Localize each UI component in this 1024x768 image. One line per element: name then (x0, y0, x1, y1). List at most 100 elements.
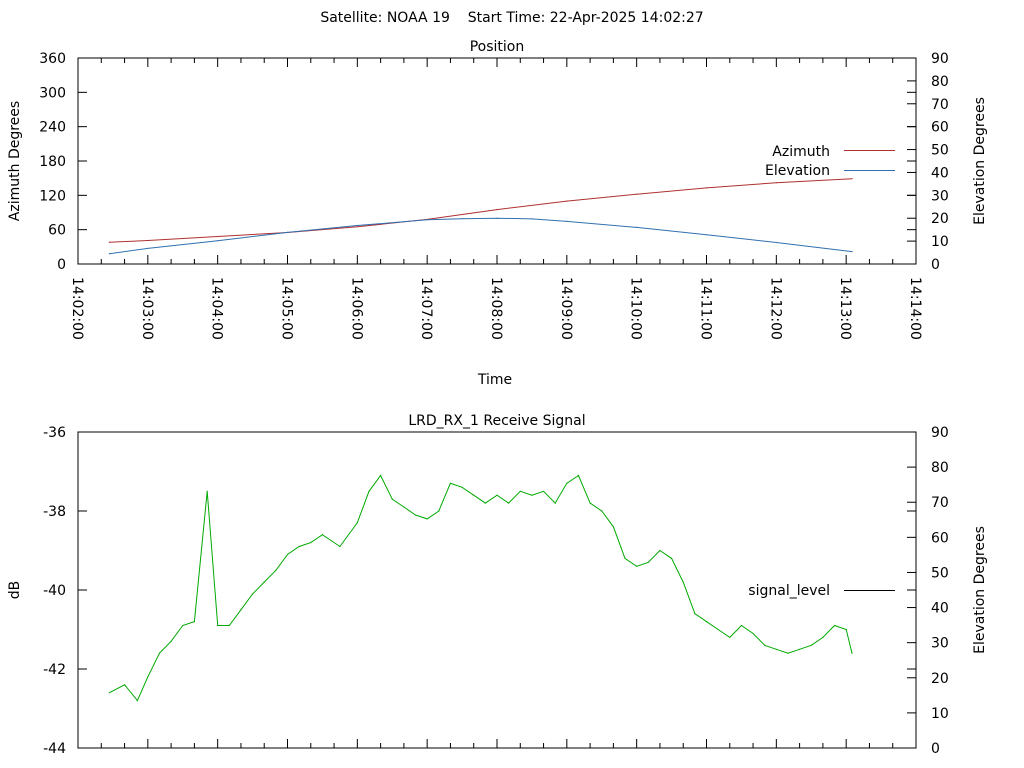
right-tick-label: 0 (931, 741, 940, 757)
right-tick-label: 50 (931, 565, 949, 581)
data-point (775, 648, 777, 650)
data-point (496, 217, 498, 219)
data-point (729, 636, 731, 639)
right-tick-label: 80 (931, 460, 949, 476)
data-point (391, 498, 393, 500)
right-tick-label: 10 (931, 706, 949, 722)
data-point (519, 490, 521, 492)
right-tick-label: 60 (931, 530, 949, 546)
data-point (752, 632, 754, 635)
data-point (764, 644, 766, 646)
data-point (275, 569, 277, 571)
data-point (228, 624, 230, 627)
data-point (566, 200, 568, 202)
x-tick-label: 14:05:00 (279, 277, 295, 340)
data-point (147, 239, 149, 242)
figure-title: Satellite: NOAA 19 Start Time: 22-Apr-20… (320, 10, 703, 26)
data-point (426, 219, 428, 221)
right-tick-label: 90 (931, 425, 949, 441)
x-tick-label: 14:11:00 (698, 277, 714, 340)
elevation-axis-label-top: Elevation Degrees (972, 97, 988, 225)
left-tick-label: 360 (39, 51, 66, 67)
left-tick-label: -38 (43, 504, 66, 520)
data-point (403, 506, 405, 508)
azimuth-axis-label: Azimuth Degrees (7, 101, 23, 221)
data-point (206, 490, 208, 492)
right-tick-label: 70 (931, 495, 949, 511)
data-point (833, 624, 836, 627)
data-point (717, 628, 719, 631)
data-point (636, 226, 638, 228)
data-point (124, 684, 126, 686)
data-point (799, 648, 801, 650)
position-chart-title: Position (470, 39, 525, 55)
data-point (147, 247, 149, 249)
data-point (851, 652, 853, 654)
data-point (543, 490, 545, 492)
left-tick-label: -36 (43, 425, 66, 441)
time-axis-bottom (77, 739, 917, 748)
right-tick-label: 20 (931, 211, 949, 227)
data-point (252, 593, 254, 595)
data-point (368, 490, 370, 492)
data-point (217, 235, 219, 238)
position-chart: Position 0 60 120 180 240 300 360 0 10 20 30 40 50 6… (7, 39, 988, 388)
data-point (217, 624, 219, 627)
data-point (647, 561, 649, 563)
data-point (851, 251, 853, 253)
left-tick-label: -42 (43, 662, 66, 678)
data-point (240, 609, 242, 611)
data-point (193, 621, 195, 623)
x-tick-label: 14:10:00 (628, 277, 644, 340)
data-point (566, 220, 568, 222)
left-tick-label: 180 (39, 154, 66, 170)
data-point (624, 557, 626, 560)
data-point (217, 240, 219, 242)
data-point (775, 182, 777, 184)
right-tick-label: 40 (931, 601, 949, 617)
data-point (636, 565, 638, 567)
left-tick-label: 60 (48, 223, 66, 239)
data-point (310, 542, 312, 544)
x-tick-label: 14:08:00 (488, 277, 504, 340)
data-point (108, 253, 110, 255)
receive-signal-chart-title: LRD_RX_1 Receive Signal (408, 413, 585, 429)
data-point (577, 474, 580, 477)
data-point (705, 234, 708, 236)
right-tick-label: 50 (931, 143, 949, 159)
data-point (612, 526, 615, 528)
data-point (694, 613, 696, 615)
data-point (263, 581, 265, 583)
data-point (682, 581, 684, 583)
data-point (787, 652, 789, 654)
elevation-axis: 0 10 20 30 40 50 60 70 80 90 (907, 51, 949, 273)
right-tick-label: 90 (931, 51, 949, 67)
data-point (321, 534, 323, 536)
right-tick-label: 0 (931, 257, 940, 273)
x-tick-label: 14:09:00 (558, 277, 574, 340)
position-plot-frame (77, 57, 917, 265)
data-point (601, 510, 603, 512)
data-point (339, 545, 341, 548)
data-point (845, 628, 847, 631)
left-tick-label: -40 (43, 583, 66, 599)
data-point (473, 494, 475, 496)
legend-label-elevation: Elevation (765, 163, 830, 179)
data-point (775, 241, 777, 244)
db-axis: -44 -42 -40 -38 -36 (43, 425, 916, 757)
data-point (589, 502, 591, 504)
data-point (356, 224, 358, 227)
data-point (449, 482, 451, 484)
signal-series (108, 474, 853, 702)
data-point (108, 692, 110, 694)
x-tick-label: 14:06:00 (348, 277, 364, 340)
x-tick-label: 14:14:00 (907, 277, 923, 340)
data-point (414, 514, 417, 516)
data-point (461, 218, 463, 220)
right-tick-label: 30 (931, 188, 949, 204)
data-point (438, 510, 440, 512)
position-legend: Azimuth Elevation (765, 144, 895, 179)
legend-label-signal-level: signal_level (748, 583, 830, 599)
data-point (566, 482, 568, 484)
